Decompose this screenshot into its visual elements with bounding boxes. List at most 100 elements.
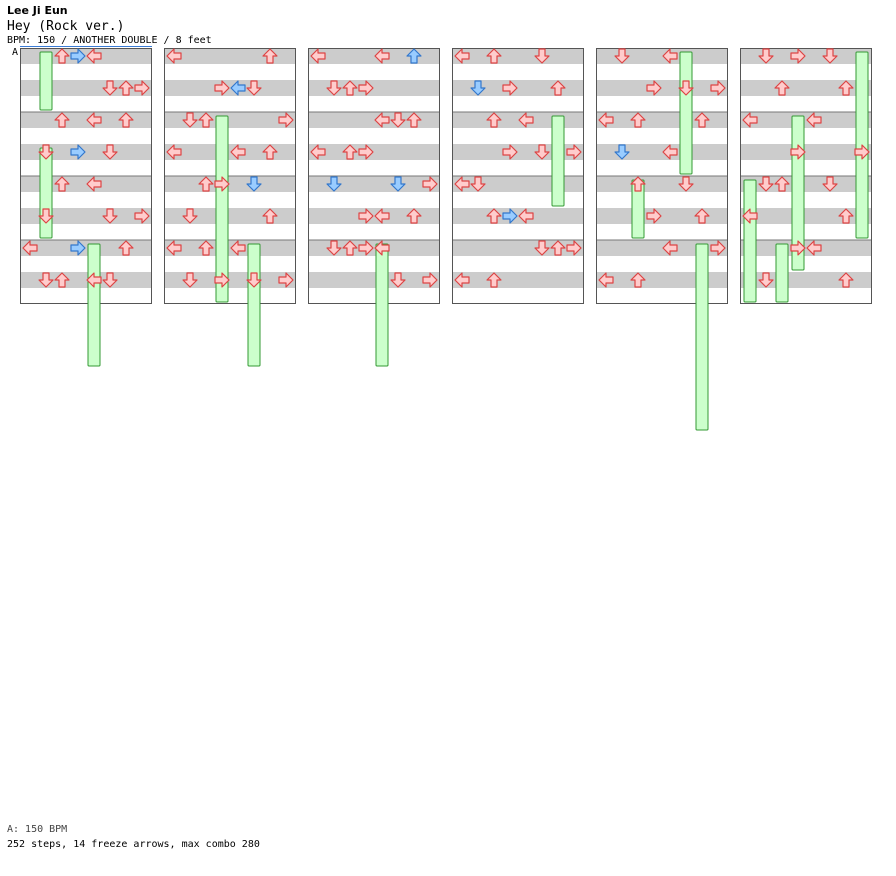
right-arrow — [214, 176, 230, 192]
down-arrow — [182, 272, 198, 288]
beat-stripe — [596, 208, 728, 224]
up-arrow — [838, 208, 854, 224]
beat-stripe — [20, 112, 152, 128]
down-arrow — [246, 272, 262, 288]
beat-stripe — [164, 48, 296, 64]
freeze-arrow — [247, 243, 261, 367]
beat-stripe — [164, 208, 296, 224]
beat-stripe — [20, 176, 152, 192]
left-arrow — [86, 112, 102, 128]
down-arrow — [38, 144, 54, 160]
down-arrow — [822, 48, 838, 64]
right-arrow — [214, 80, 230, 96]
up-arrow — [54, 272, 70, 288]
up-arrow — [694, 112, 710, 128]
chart-column — [740, 48, 872, 304]
down-arrow — [102, 80, 118, 96]
left-arrow — [166, 240, 182, 256]
beat-stripe — [308, 48, 440, 64]
up-arrow — [118, 240, 134, 256]
right-arrow — [214, 272, 230, 288]
beat-stripe — [308, 208, 440, 224]
beat-stripe — [164, 80, 296, 96]
down-arrow — [758, 176, 774, 192]
up-arrow — [118, 112, 134, 128]
column-border — [164, 48, 296, 304]
right-arrow — [70, 144, 86, 160]
right-arrow — [70, 48, 86, 64]
up-arrow — [774, 176, 790, 192]
chart-column — [164, 48, 296, 304]
up-arrow — [198, 112, 214, 128]
up-arrow — [342, 240, 358, 256]
down-arrow — [390, 176, 406, 192]
column-border — [308, 48, 440, 304]
beat-stripe — [452, 240, 584, 256]
right-arrow — [422, 272, 438, 288]
down-arrow — [678, 80, 694, 96]
chart-info: BPM: 150 / ANOTHER DOUBLE / 8 feet — [7, 35, 212, 46]
beat-stripe — [308, 144, 440, 160]
beat-stripe — [452, 144, 584, 160]
freeze-arrow — [695, 243, 709, 431]
down-arrow — [390, 272, 406, 288]
left-arrow — [86, 272, 102, 288]
beat-stripe — [308, 176, 440, 192]
down-arrow — [614, 144, 630, 160]
left-arrow — [310, 144, 326, 160]
right-arrow — [646, 80, 662, 96]
right-arrow — [502, 144, 518, 160]
right-arrow — [358, 144, 374, 160]
left-arrow — [86, 48, 102, 64]
right-arrow — [278, 272, 294, 288]
freeze-arrow — [375, 243, 389, 367]
down-arrow — [326, 80, 342, 96]
beat-stripe — [740, 272, 872, 288]
column-border — [452, 48, 584, 304]
beat-stripe — [164, 144, 296, 160]
beat-stripe — [740, 208, 872, 224]
chart-stats: 252 steps, 14 freeze arrows, max combo 2… — [7, 839, 260, 850]
left-arrow — [374, 48, 390, 64]
up-arrow — [838, 80, 854, 96]
down-arrow — [38, 208, 54, 224]
beat-stripe — [164, 176, 296, 192]
left-arrow — [806, 112, 822, 128]
beat-stripe — [452, 208, 584, 224]
beat-stripe — [20, 208, 152, 224]
right-arrow — [358, 208, 374, 224]
left-arrow — [598, 272, 614, 288]
beat-stripe — [596, 144, 728, 160]
down-arrow — [182, 208, 198, 224]
down-arrow — [246, 80, 262, 96]
beat-stripe — [20, 272, 152, 288]
up-arrow — [54, 112, 70, 128]
up-arrow — [54, 48, 70, 64]
down-arrow — [326, 240, 342, 256]
right-arrow — [134, 80, 150, 96]
beat-stripe — [308, 80, 440, 96]
left-arrow — [454, 48, 470, 64]
right-arrow — [278, 112, 294, 128]
down-arrow — [534, 48, 550, 64]
beat-stripe — [20, 144, 152, 160]
down-arrow — [326, 176, 342, 192]
left-arrow — [230, 144, 246, 160]
right-arrow — [502, 208, 518, 224]
down-arrow — [758, 48, 774, 64]
up-arrow — [262, 208, 278, 224]
up-arrow — [342, 80, 358, 96]
beat-stripe — [20, 80, 152, 96]
up-arrow — [262, 144, 278, 160]
freeze-arrow — [743, 179, 757, 303]
left-arrow — [374, 208, 390, 224]
down-arrow — [822, 176, 838, 192]
left-arrow — [598, 112, 614, 128]
right-arrow — [422, 176, 438, 192]
up-arrow — [486, 272, 502, 288]
beat-stripe — [20, 48, 152, 64]
right-arrow — [790, 48, 806, 64]
up-arrow — [630, 112, 646, 128]
right-arrow — [710, 80, 726, 96]
left-arrow — [310, 48, 326, 64]
